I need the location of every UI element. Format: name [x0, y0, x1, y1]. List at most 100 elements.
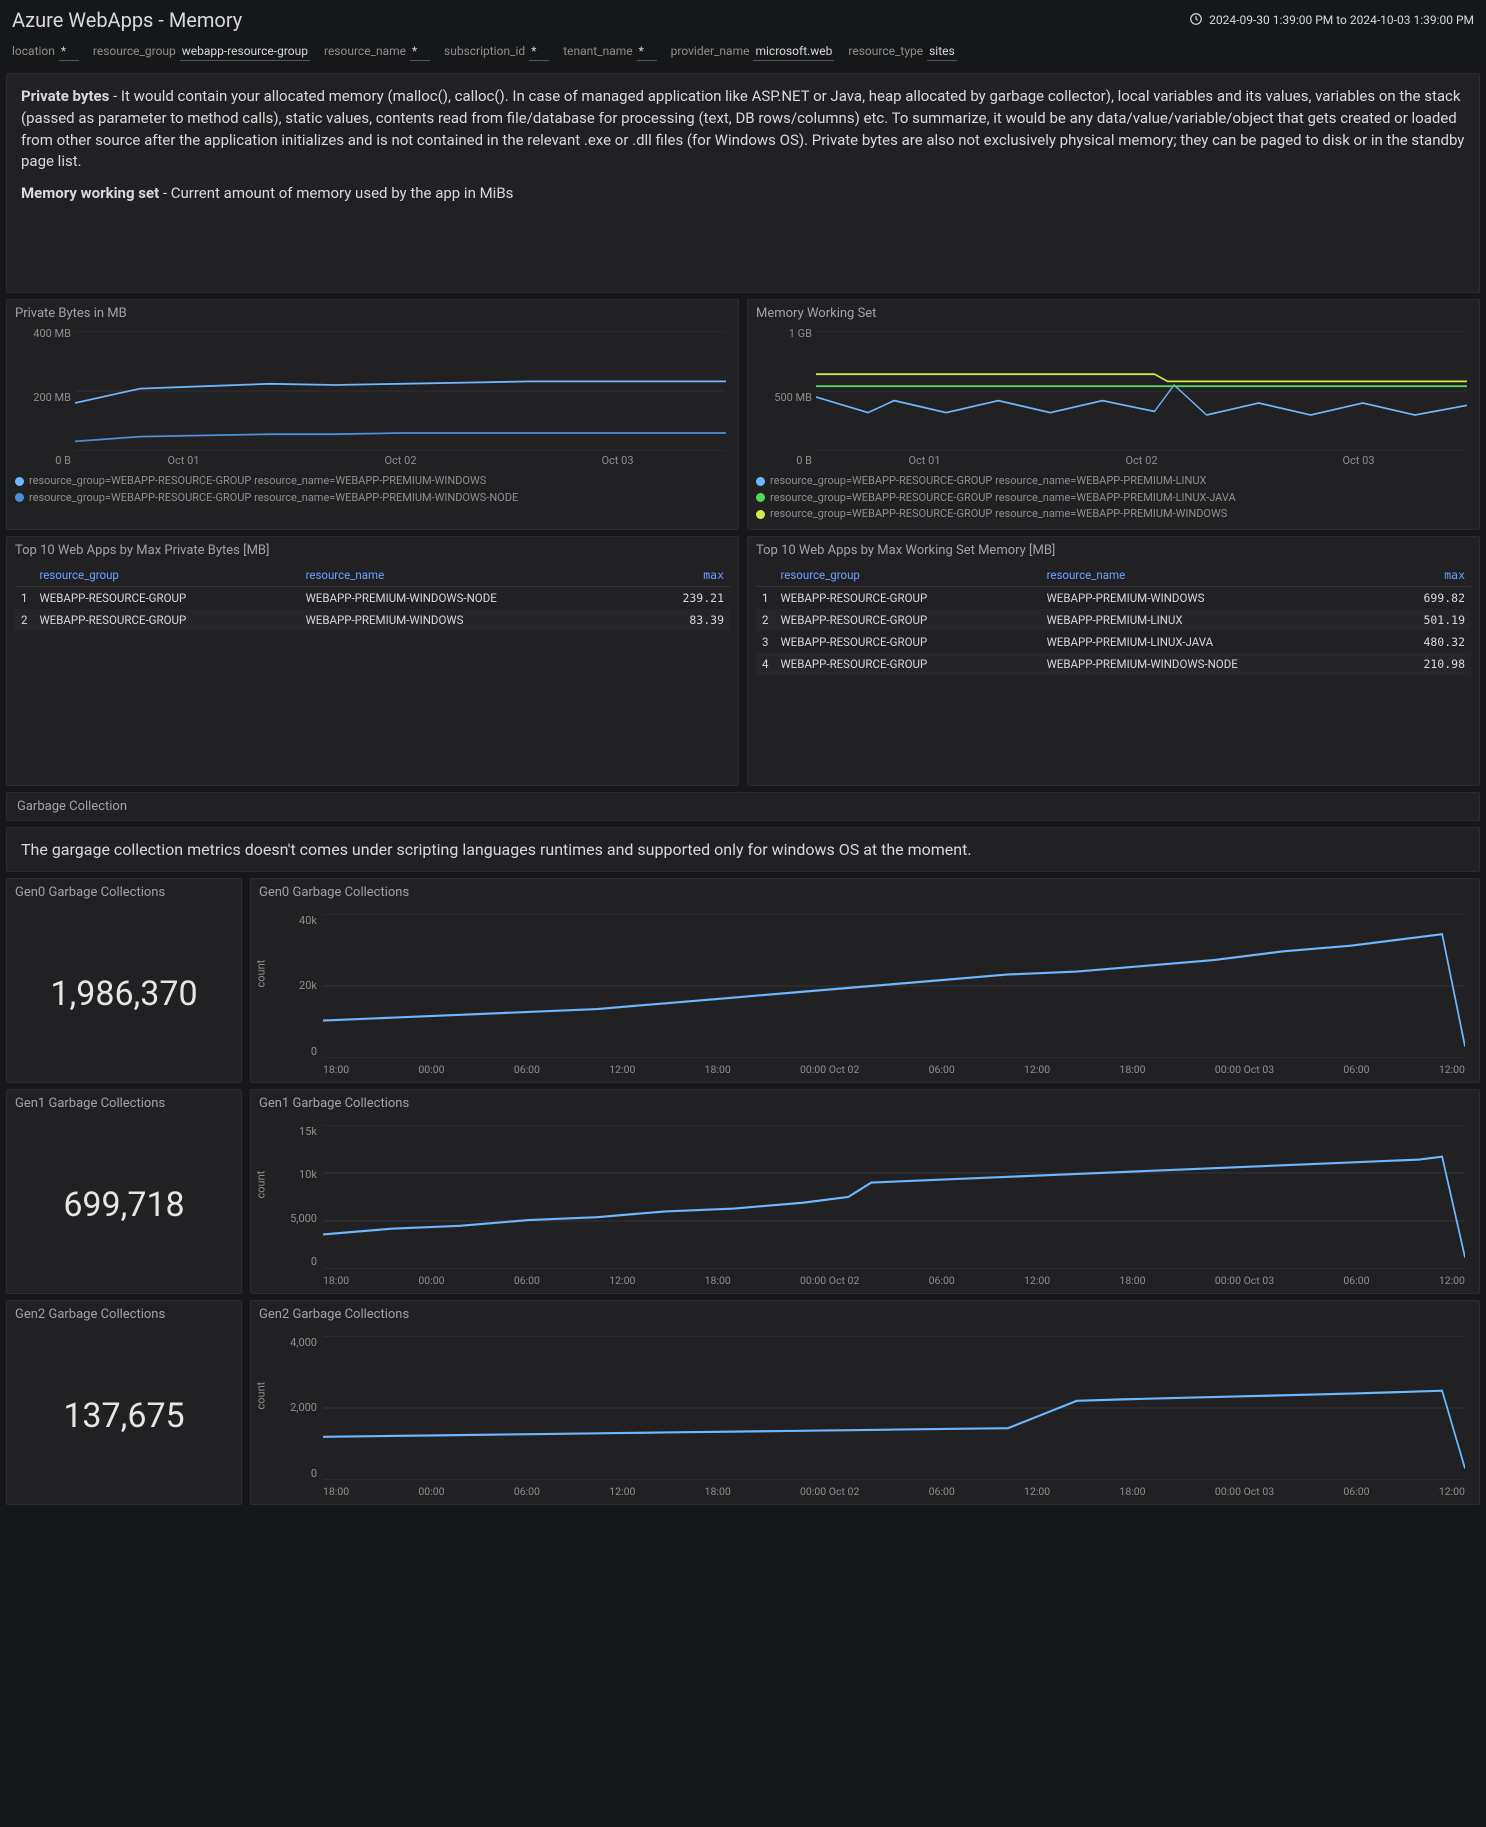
- filter-resource_group[interactable]: resource_group webapp-resource-group: [93, 44, 310, 61]
- panel-title: Gen2 Garbage Collections: [259, 1307, 1471, 1322]
- cell: WEBAPP-RESOURCE-GROUP: [774, 609, 1040, 631]
- filter-value: webapp-resource-group: [180, 44, 310, 61]
- cell: 210.98: [1381, 653, 1471, 675]
- legend-item[interactable]: resource_group=WEBAPP-RESOURCE-GROUP res…: [756, 473, 1471, 490]
- table-row[interactable]: 2WEBAPP-RESOURCE-GROUPWEBAPP-PREMIUM-LIN…: [756, 609, 1471, 631]
- row-num: 1: [15, 586, 33, 609]
- col-header[interactable]: resource_group: [774, 564, 1040, 587]
- cell: 239.21: [640, 586, 730, 609]
- row-num: 2: [15, 609, 33, 631]
- legend-item[interactable]: resource_group=WEBAPP-RESOURCE-GROUP res…: [15, 490, 730, 507]
- memory-ws-table-panel[interactable]: Top 10 Web Apps by Max Working Set Memor…: [747, 536, 1480, 786]
- memory-ws-chart-panel[interactable]: Memory Working Set 1 GB500 MB0 BOct 01Oc…: [747, 299, 1480, 530]
- gc-stat-panel[interactable]: Gen2 Garbage Collections137,675: [6, 1300, 242, 1505]
- panel-title: Top 10 Web Apps by Max Private Bytes [MB…: [15, 543, 730, 558]
- stat-value: 699,718: [7, 1117, 241, 1293]
- filter-label: tenant_name: [563, 44, 632, 58]
- cell: WEBAPP-RESOURCE-GROUP: [33, 609, 299, 631]
- filter-value: sites: [927, 44, 957, 61]
- col-header[interactable]: max: [640, 564, 730, 587]
- private-bytes-table-panel[interactable]: Top 10 Web Apps by Max Private Bytes [MB…: [6, 536, 739, 786]
- row-num: 4: [756, 653, 774, 675]
- col-header[interactable]: resource_name: [1041, 564, 1382, 587]
- cell: 501.19: [1381, 609, 1471, 631]
- panel-title: Gen0 Garbage Collections: [259, 885, 1471, 900]
- gc-chart-panel[interactable]: Gen1 Garbage Collectionscount15k10k5,000…: [250, 1089, 1480, 1294]
- cell: 83.39: [640, 609, 730, 631]
- filter-label: resource_type: [848, 44, 923, 58]
- stat-value: 1,986,370: [7, 906, 241, 1082]
- table-row[interactable]: 4WEBAPP-RESOURCE-GROUPWEBAPP-PREMIUM-WIN…: [756, 653, 1471, 675]
- cell: WEBAPP-PREMIUM-WINDOWS: [1041, 586, 1382, 609]
- table-row[interactable]: 3WEBAPP-RESOURCE-GROUPWEBAPP-PREMIUM-LIN…: [756, 631, 1471, 653]
- cell: WEBAPP-RESOURCE-GROUP: [774, 653, 1040, 675]
- gc-stat-panel[interactable]: Gen1 Garbage Collections 699,718: [6, 1089, 242, 1294]
- filter-value: microsoft.web: [753, 44, 834, 61]
- legend-swatch: [756, 510, 765, 519]
- time-range-text: 2024-09-30 1:39:00 PM to 2024-10-03 1:39…: [1209, 13, 1474, 27]
- filter-provider_name[interactable]: provider_namemicrosoft.web: [671, 44, 835, 61]
- legend-label: resource_group=WEBAPP-RESOURCE-GROUP res…: [29, 473, 486, 490]
- row-num: 1: [756, 586, 774, 609]
- panel-title: Top 10 Web Apps by Max Working Set Memor…: [756, 543, 1471, 558]
- clock-icon: [1189, 12, 1203, 29]
- row-num: 2: [756, 609, 774, 631]
- legend-label: resource_group=WEBAPP-RESOURCE-GROUP res…: [770, 506, 1227, 523]
- table-row[interactable]: 2WEBAPP-RESOURCE-GROUPWEBAPP-PREMIUM-WIN…: [15, 609, 730, 631]
- page-title: Azure WebApps - Memory: [12, 8, 242, 32]
- col-header[interactable]: resource_group: [33, 564, 299, 587]
- cell: WEBAPP-PREMIUM-LINUX: [1041, 609, 1382, 631]
- filter-value: *: [410, 44, 430, 61]
- panel-title: Gen0 Garbage Collections: [7, 879, 241, 900]
- y-axis-label: count: [255, 1381, 268, 1409]
- legend-swatch: [15, 493, 24, 502]
- panel-title: Gen1 Garbage Collections: [259, 1096, 1471, 1111]
- filter-label: resource_name: [324, 44, 406, 58]
- cell: WEBAPP-RESOURCE-GROUP: [774, 586, 1040, 609]
- gc-section-header[interactable]: Garbage Collection: [6, 792, 1480, 821]
- legend-swatch: [15, 477, 24, 486]
- cell: WEBAPP-PREMIUM-LINUX-JAVA: [1041, 631, 1382, 653]
- time-range-picker[interactable]: 2024-09-30 1:39:00 PM to 2024-10-03 1:39…: [1189, 12, 1474, 29]
- filter-resource_type[interactable]: resource_type sites: [848, 44, 956, 61]
- filter-label: resource_group: [93, 44, 176, 58]
- filter-value: *: [529, 44, 549, 61]
- filter-label: provider_name: [671, 44, 750, 58]
- gc-note: The gargage collection metrics doesn't c…: [6, 827, 1480, 872]
- legend-item[interactable]: resource_group=WEBAPP-RESOURCE-GROUP res…: [15, 473, 730, 490]
- col-header[interactable]: max: [1381, 564, 1471, 587]
- private-bytes-legend: resource_group=WEBAPP-RESOURCE-GROUP res…: [15, 473, 730, 506]
- legend-label: resource_group=WEBAPP-RESOURCE-GROUP res…: [770, 473, 1206, 490]
- gc-chart-panel[interactable]: Gen0 Garbage Collectionscount40k20k018:0…: [250, 878, 1480, 1083]
- panel-title: Gen1 Garbage Collections: [7, 1090, 241, 1111]
- dashboard-header: Azure WebApps - Memory 2024-09-30 1:39:0…: [0, 0, 1486, 40]
- filter-value: *: [637, 44, 657, 61]
- panel-title: Memory Working Set: [756, 306, 1471, 321]
- memory-ws-legend: resource_group=WEBAPP-RESOURCE-GROUP res…: [756, 473, 1471, 523]
- private-bytes-heading: Private bytes: [21, 87, 109, 105]
- description-panel: Private bytes - It would contain your al…: [6, 73, 1480, 293]
- row-num: 3: [756, 631, 774, 653]
- filter-subscription_id[interactable]: subscription_id*: [444, 44, 549, 61]
- filter-tenant_name[interactable]: tenant_name *: [563, 44, 656, 61]
- legend-item[interactable]: resource_group=WEBAPP-RESOURCE-GROUP res…: [756, 506, 1471, 523]
- memory-ws-table: resource_groupresource_namemax1WEBAPP-RE…: [756, 564, 1471, 675]
- filter-location[interactable]: location*: [12, 44, 79, 61]
- cell: WEBAPP-PREMIUM-WINDOWS: [300, 609, 641, 631]
- col-header[interactable]: resource_name: [300, 564, 641, 587]
- gc-chart-panel[interactable]: Gen2 Garbage Collectionscount4,0002,0000…: [250, 1300, 1480, 1505]
- legend-item[interactable]: resource_group=WEBAPP-RESOURCE-GROUP res…: [756, 490, 1471, 507]
- private-bytes-chart-panel[interactable]: Private Bytes in MB 400 MB200 MB0 BOct 0…: [6, 299, 739, 530]
- private-bytes-chart: 400 MB200 MB0 BOct 01Oct 02Oct 03: [15, 327, 730, 467]
- cell: WEBAPP-RESOURCE-GROUP: [774, 631, 1040, 653]
- table-row[interactable]: 1WEBAPP-RESOURCE-GROUPWEBAPP-PREMIUM-WIN…: [756, 586, 1471, 609]
- memory-ws-chart: 1 GB500 MB0 BOct 01Oct 02Oct 03: [756, 327, 1471, 467]
- gc-stat-panel[interactable]: Gen0 Garbage Collections 1,986,370: [6, 878, 242, 1083]
- legend-label: resource_group=WEBAPP-RESOURCE-GROUP res…: [29, 490, 518, 507]
- table-row[interactable]: 1WEBAPP-RESOURCE-GROUPWEBAPP-PREMIUM-WIN…: [15, 586, 730, 609]
- cell: WEBAPP-PREMIUM-WINDOWS-NODE: [300, 586, 641, 609]
- panel-title: Private Bytes in MB: [15, 306, 730, 321]
- filter-resource_name[interactable]: resource_name *: [324, 44, 430, 61]
- cell: 699.82: [1381, 586, 1471, 609]
- legend-swatch: [756, 477, 765, 486]
